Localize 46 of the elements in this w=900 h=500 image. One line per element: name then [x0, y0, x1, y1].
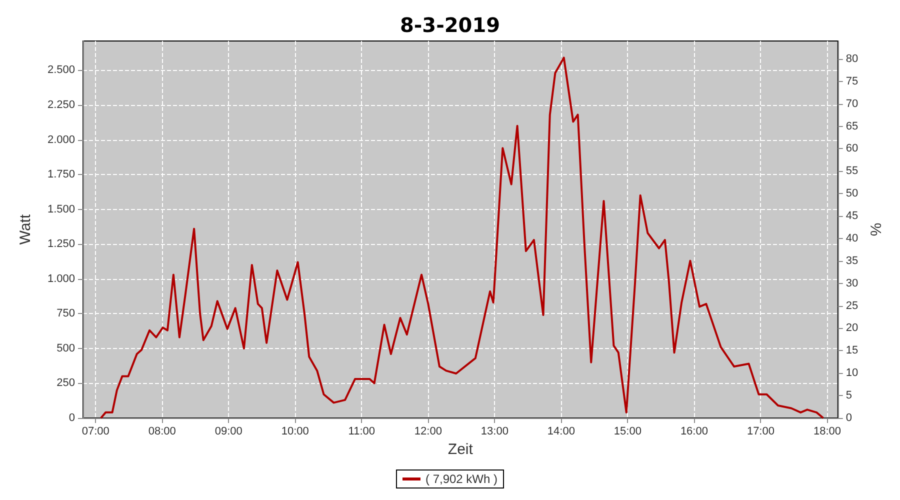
x-tick-label: 16:00	[680, 426, 708, 438]
line-series	[100, 56, 824, 419]
y2-tick-label: 70	[846, 98, 858, 110]
x-tick-label: 17:00	[746, 426, 774, 438]
y-tick-label: 1.000	[47, 272, 75, 285]
y2-tick-label: 80	[846, 52, 858, 65]
y2-tick-label: 30	[846, 277, 858, 290]
y-tick-label: 2.250	[47, 98, 75, 111]
y2-tick-label: 10	[846, 367, 858, 380]
y-tick-label: 2.500	[47, 64, 75, 76]
chart-title: 8-3-2019	[400, 13, 500, 37]
y2-tick-label: 25	[846, 300, 858, 312]
y2-tick-label: 40	[846, 232, 858, 244]
y2-tick-label: 75	[846, 75, 858, 88]
x-tick-label: 14:00	[547, 426, 575, 438]
x-tick-label: 18:00	[813, 426, 841, 438]
x-tick-label: 10:00	[281, 426, 309, 438]
y-tick-label: 2.000	[47, 134, 75, 146]
y2-tick-label: 5	[846, 390, 852, 402]
x-tick-label: 15:00	[614, 426, 642, 438]
y2-tick-label: 55	[846, 165, 858, 178]
y-tick-label: 1.500	[47, 203, 75, 216]
legend-label: ( 7,902 kWh )	[425, 472, 498, 486]
y2-tick-label: 65	[846, 120, 858, 132]
y-tick-label: 750	[56, 308, 75, 320]
y2-tick-label: 35	[846, 254, 858, 267]
x-tick-label: 11:00	[348, 426, 376, 438]
y2-axis-title: %	[868, 222, 885, 236]
y2-tick-label: 20	[846, 322, 858, 334]
x-tick-label: 12:00	[414, 426, 442, 438]
y2-tick-label: 0	[846, 412, 852, 424]
y-tick-label: 1.750	[47, 168, 75, 181]
x-tick-label: 09:00	[214, 426, 242, 438]
x-tick-label: 08:00	[148, 426, 176, 438]
y-tick-label: 1.250	[47, 238, 75, 250]
x-axis-title: Zeit	[448, 441, 474, 458]
x-tick-label: 07:00	[82, 426, 110, 438]
y2-tick-label: 15	[846, 344, 858, 357]
y-tick-label: 0	[68, 412, 75, 424]
y2-tick-label: 45	[846, 210, 858, 222]
y2-tick-label: 60	[846, 142, 858, 155]
y-tick-label: 500	[56, 342, 75, 354]
y-axis-title: Watt	[17, 214, 34, 245]
y-tick-label: 250	[56, 377, 75, 390]
x-tick-label: 13:00	[480, 426, 508, 438]
y2-tick-label: 50	[846, 188, 858, 200]
